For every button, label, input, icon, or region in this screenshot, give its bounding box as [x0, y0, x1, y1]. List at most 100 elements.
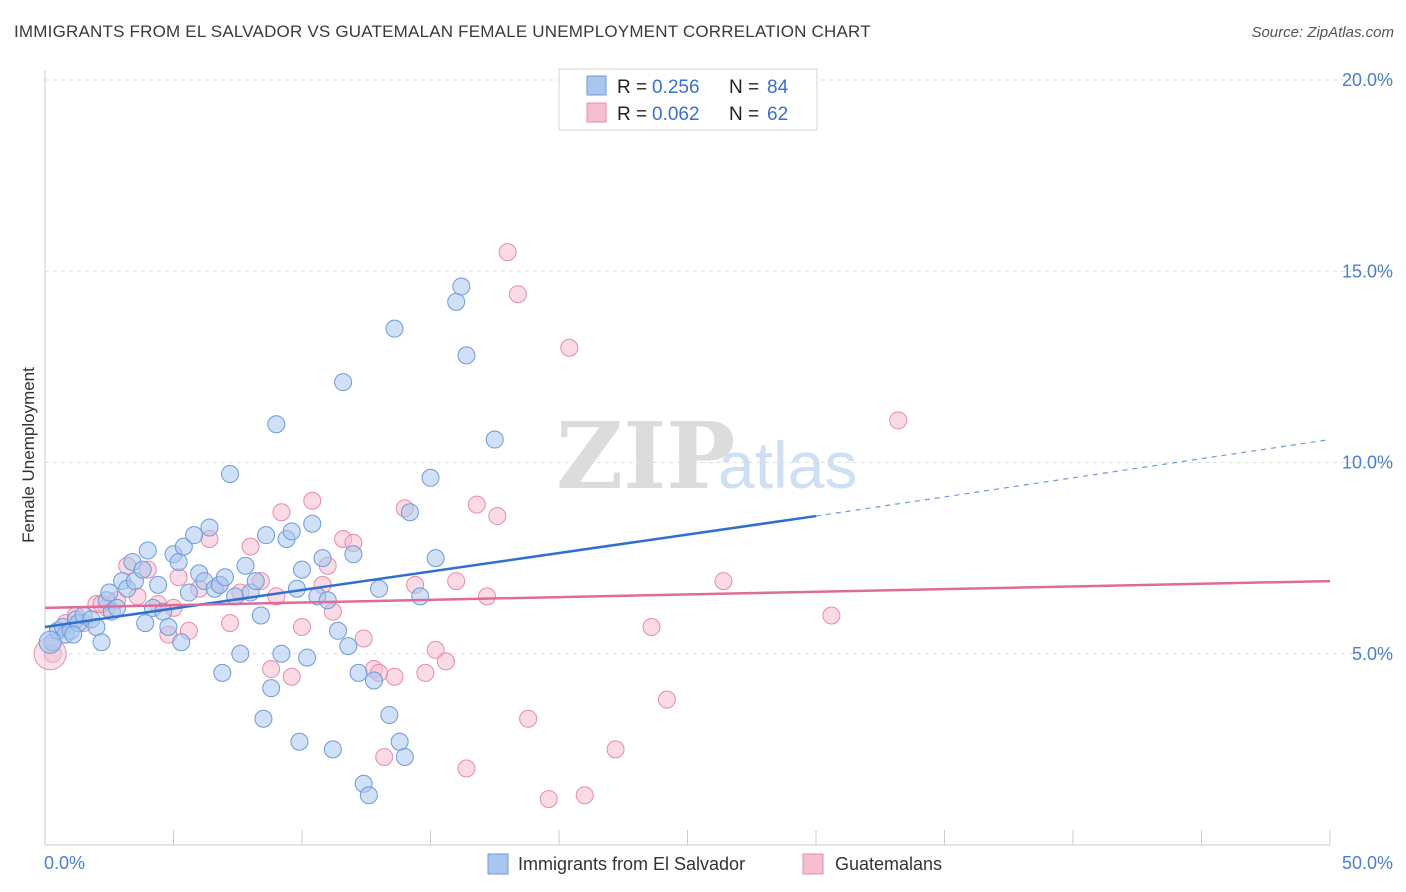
data-point-el-salvador: [221, 464, 240, 483]
data-point-el-salvador: [328, 621, 347, 640]
data-point-el-salvador: [257, 526, 276, 545]
series-guatemalans-points: [33, 243, 908, 809]
gridlines: [45, 79, 1390, 655]
legend-n-label-1: N =: [729, 77, 759, 98]
trend-line-el-salvador-projection: [815, 438, 1331, 517]
data-point-el-salvador: [107, 598, 126, 617]
legend-swatch-blue: [586, 75, 607, 96]
legend-n-value-1: 84: [767, 77, 789, 98]
chart-title: IMMIGRANTS FROM EL SALVADOR VS GUATEMALA…: [14, 22, 871, 41]
data-point-el-salvador: [138, 541, 157, 560]
data-point-guatemalans: [508, 285, 527, 304]
data-point-guatemalans: [375, 748, 394, 767]
data-point-el-salvador: [169, 552, 188, 571]
watermark-zip: ZIP: [556, 402, 735, 510]
data-point-el-salvador: [303, 514, 322, 533]
data-point-el-salvador: [172, 633, 191, 652]
data-point-el-salvador: [411, 587, 430, 606]
data-point-el-salvador: [339, 637, 358, 656]
data-point-el-salvador: [282, 522, 301, 541]
data-point-el-salvador: [272, 644, 291, 663]
data-point-el-salvador: [149, 575, 168, 594]
bottom-legend-swatch-blue: [487, 853, 509, 875]
data-point-guatemalans: [262, 660, 281, 679]
data-point-el-salvador: [485, 430, 504, 449]
data-point-el-salvador: [447, 292, 466, 311]
data-point-guatemalans: [436, 652, 455, 671]
legend-r-label-2: R =: [617, 104, 647, 125]
data-point-el-salvador: [400, 503, 419, 522]
data-point-guatemalans: [575, 786, 594, 805]
data-point-el-salvador: [390, 732, 409, 751]
watermark-atlas: atlas: [718, 428, 857, 502]
y-tick-label: 20.0%: [1342, 70, 1393, 90]
x-tick-label-min: 0.0%: [44, 853, 85, 873]
trend-lines: [44, 438, 1331, 629]
data-point-guatemalans: [642, 617, 661, 636]
data-point-guatemalans: [657, 690, 676, 709]
data-point-guatemalans: [416, 663, 435, 682]
legend-r-value-2: 0.062: [652, 104, 700, 125]
data-point-el-salvador: [359, 786, 378, 805]
legend-r-label-1: R =: [617, 77, 647, 98]
data-point-el-salvador: [380, 705, 399, 724]
data-point-el-salvador: [421, 468, 440, 487]
data-point-el-salvador: [92, 633, 111, 652]
data-point-el-salvador: [370, 579, 389, 598]
data-point-el-salvador: [136, 614, 155, 633]
data-point-el-salvador: [267, 415, 286, 434]
watermark: ZIP atlas: [556, 402, 857, 510]
bottom-legend-label-guatemalans: Guatemalans: [835, 854, 942, 874]
data-point-el-salvador-cluster: [38, 630, 62, 654]
legend-n-label-2: N =: [729, 104, 759, 125]
data-point-guatemalans: [498, 243, 517, 262]
data-point-guatemalans: [822, 606, 841, 625]
y-tick-label: 15.0%: [1342, 261, 1393, 281]
data-point-el-salvador: [179, 583, 198, 602]
data-point-el-salvador: [349, 663, 368, 682]
y-tick-label: 10.0%: [1342, 453, 1393, 473]
data-point-el-salvador: [344, 545, 363, 564]
data-point-el-salvador: [426, 549, 445, 568]
y-axis-title: Female Unemployment: [19, 367, 38, 543]
data-point-el-salvador: [298, 648, 317, 667]
x-axis-ticks: [173, 830, 1331, 845]
data-point-guatemalans: [519, 709, 538, 728]
data-point-el-salvador: [226, 587, 245, 606]
data-point-guatemalans: [447, 572, 466, 591]
data-point-el-salvador: [290, 732, 309, 751]
data-point-guatemalans: [303, 491, 322, 510]
data-point-el-salvador: [100, 583, 119, 602]
data-point-guatemalans: [714, 572, 733, 591]
data-point-guatemalans: [282, 667, 301, 686]
data-point-el-salvador: [318, 591, 337, 610]
data-point-el-salvador: [185, 526, 204, 545]
data-point-guatemalans: [354, 629, 373, 648]
bottom-legend-label-el-salvador: Immigrants from El Salvador: [518, 854, 745, 874]
data-point-el-salvador: [231, 644, 250, 663]
data-point-el-salvador: [236, 556, 255, 575]
data-point-guatemalans: [478, 587, 497, 606]
data-point-el-salvador: [133, 560, 152, 579]
data-point-el-salvador: [452, 277, 471, 296]
data-point-guatemalans: [169, 568, 188, 587]
data-point-el-salvador: [215, 568, 234, 587]
data-point-guatemalans: [293, 617, 311, 636]
data-point-el-salvador: [262, 679, 281, 698]
data-point-el-salvador: [385, 319, 404, 338]
data-point-el-salvador: [200, 518, 219, 537]
y-tick-label: 5.0%: [1352, 644, 1393, 664]
trend-line-guatemalans: [44, 579, 1331, 610]
data-point-el-salvador: [64, 625, 83, 644]
y-axis-tick-labels: 5.0% 10.0% 15.0% 20.0%: [1342, 70, 1393, 664]
data-point-el-salvador: [293, 560, 311, 579]
data-point-guatemalans: [560, 338, 579, 357]
data-point-guatemalans: [606, 740, 625, 759]
series-el-salvador-points: [38, 277, 504, 805]
data-point-el-salvador: [323, 740, 342, 759]
source-credit: Source: ZipAtlas.com: [1251, 24, 1394, 41]
data-point-guatemalans: [272, 503, 291, 522]
data-point-el-salvador: [159, 617, 178, 636]
data-point-guatemalans: [457, 759, 476, 778]
